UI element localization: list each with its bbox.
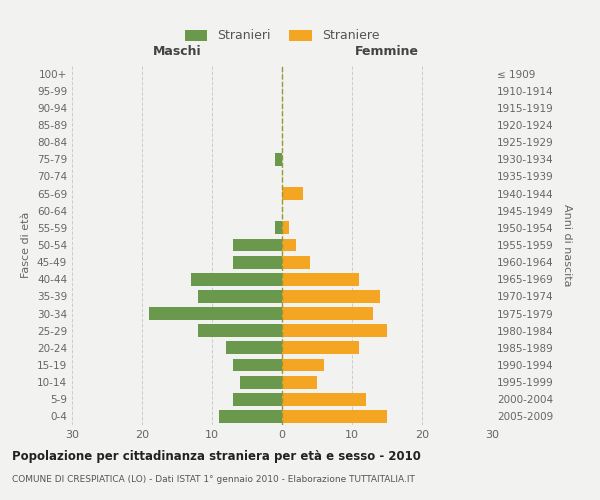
Bar [191, 273, 282, 285]
Bar [282, 256, 310, 268]
Bar [240, 376, 282, 388]
Bar [233, 358, 282, 372]
Bar [282, 187, 303, 200]
Bar [149, 307, 282, 320]
Bar [282, 290, 380, 303]
Bar [226, 342, 282, 354]
Bar [282, 393, 366, 406]
Legend: Stranieri, Straniere: Stranieri, Straniere [179, 24, 385, 48]
Bar [219, 410, 282, 423]
Bar [282, 410, 387, 423]
Y-axis label: Fasce di età: Fasce di età [22, 212, 31, 278]
Y-axis label: Anni di nascita: Anni di nascita [562, 204, 572, 286]
Text: COMUNE DI CRESPIATICA (LO) - Dati ISTAT 1° gennaio 2010 - Elaborazione TUTTAITAL: COMUNE DI CRESPIATICA (LO) - Dati ISTAT … [12, 475, 415, 484]
Bar [198, 324, 282, 337]
Bar [282, 342, 359, 354]
Bar [275, 153, 282, 166]
Bar [282, 238, 296, 252]
Bar [282, 307, 373, 320]
Bar [282, 273, 359, 285]
Bar [275, 222, 282, 234]
Bar [282, 358, 324, 372]
Bar [233, 256, 282, 268]
Bar [282, 222, 289, 234]
Bar [233, 393, 282, 406]
Text: Maschi: Maschi [152, 45, 202, 58]
Bar [282, 376, 317, 388]
Text: Femmine: Femmine [355, 45, 419, 58]
Bar [282, 324, 387, 337]
Text: Popolazione per cittadinanza straniera per età e sesso - 2010: Popolazione per cittadinanza straniera p… [12, 450, 421, 463]
Bar [198, 290, 282, 303]
Bar [233, 238, 282, 252]
